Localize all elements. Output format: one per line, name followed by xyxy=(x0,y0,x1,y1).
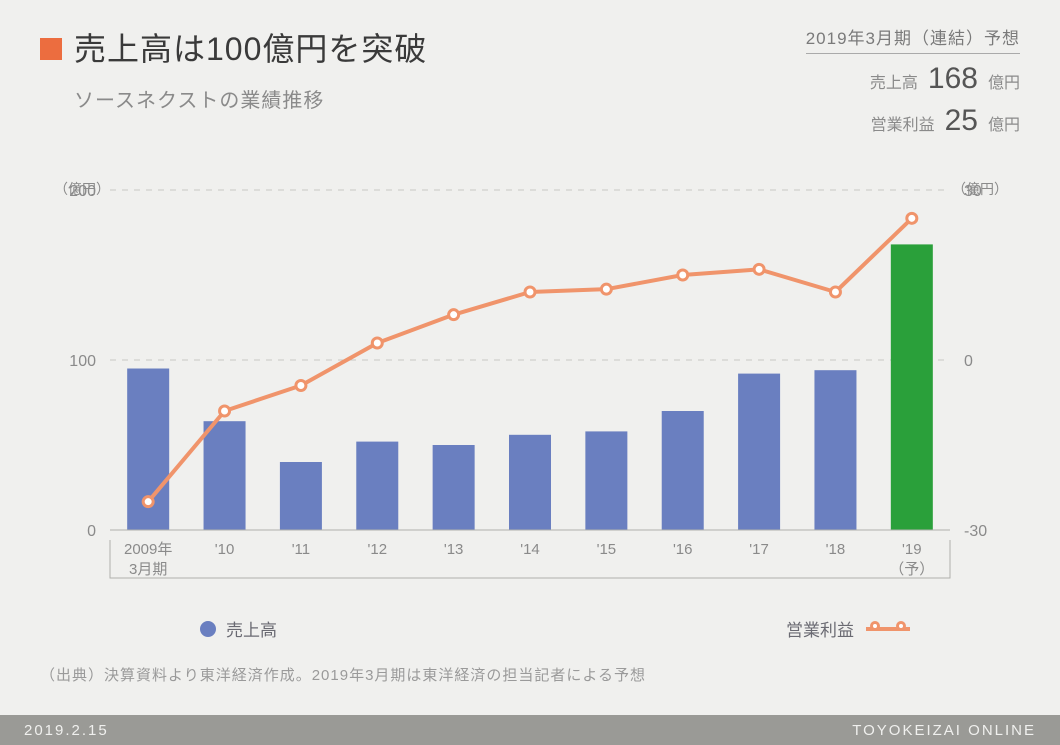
svg-text:'12: '12 xyxy=(367,541,387,558)
legend-line-label: 営業利益 xyxy=(786,616,854,641)
forecast-period: 2019年3月期（連結）予想 xyxy=(806,24,1020,54)
forecast-unit: 億円 xyxy=(988,111,1020,135)
svg-text:'17: '17 xyxy=(749,541,769,558)
forecast-value: 25 xyxy=(945,104,978,138)
chart-area: 0100200-30030（億円）（億円）2009年3月期'10'11'12'1… xyxy=(40,160,1020,600)
svg-text:3月期: 3月期 xyxy=(129,561,167,578)
svg-text:'11: '11 xyxy=(292,541,310,558)
forecast-value: 168 xyxy=(928,62,978,96)
forecast-block: 2019年3月期（連結）予想 売上高 168 億円 営業利益 25 億円 xyxy=(806,24,1020,138)
svg-text:'16: '16 xyxy=(673,541,693,558)
legend-bar-dot-icon xyxy=(200,621,216,637)
subtitle: ソースネクストの業績推移 xyxy=(74,84,427,113)
svg-text:-30: -30 xyxy=(964,523,987,540)
svg-text:（億円）: （億円） xyxy=(952,181,1008,197)
svg-text:100: 100 xyxy=(69,353,96,370)
forecast-label: 売上高 xyxy=(870,69,918,93)
svg-text:'19: '19 xyxy=(902,541,922,558)
svg-text:'14: '14 xyxy=(520,541,540,558)
footer-date: 2019.2.15 xyxy=(24,722,109,739)
forecast-label: 営業利益 xyxy=(871,111,935,135)
forecast-unit: 億円 xyxy=(988,69,1020,93)
legend: 売上高 営業利益 xyxy=(40,616,1020,641)
svg-text:'15: '15 xyxy=(597,541,617,558)
svg-text:'18: '18 xyxy=(826,541,846,558)
svg-text:2009年: 2009年 xyxy=(124,541,172,558)
header: 売上高は100億円を突破 ソースネクストの業績推移 2019年3月期（連結）予想… xyxy=(0,0,1060,138)
main-title: 売上高は100億円を突破 xyxy=(74,24,427,70)
footer: 2019.2.15 TOYOKEIZAI ONLINE xyxy=(0,715,1060,745)
source-note: （出典）決算資料より東洋経済作成。2019年3月期は東洋経済の担当記者による予想 xyxy=(40,664,646,685)
legend-line: 営業利益 xyxy=(786,616,910,641)
chart-svg: 0100200-30030（億円）（億円）2009年3月期'10'11'12'1… xyxy=(40,160,1020,600)
legend-bar: 売上高 xyxy=(200,616,277,641)
legend-bar-label: 売上高 xyxy=(226,616,277,641)
svg-text:（予）: （予） xyxy=(889,561,934,578)
footer-brand: TOYOKEIZAI ONLINE xyxy=(852,722,1036,739)
svg-text:0: 0 xyxy=(87,523,96,540)
title-block: 売上高は100億円を突破 ソースネクストの業績推移 xyxy=(40,24,427,138)
title-marker-icon xyxy=(40,38,62,60)
legend-line-marker-icon xyxy=(866,620,910,638)
svg-text:'10: '10 xyxy=(215,541,235,558)
svg-text:（億円）: （億円） xyxy=(54,181,110,197)
svg-text:0: 0 xyxy=(964,353,973,370)
forecast-row-1: 営業利益 25 億円 xyxy=(806,104,1020,138)
forecast-row-0: 売上高 168 億円 xyxy=(806,62,1020,96)
svg-text:'13: '13 xyxy=(444,541,464,558)
